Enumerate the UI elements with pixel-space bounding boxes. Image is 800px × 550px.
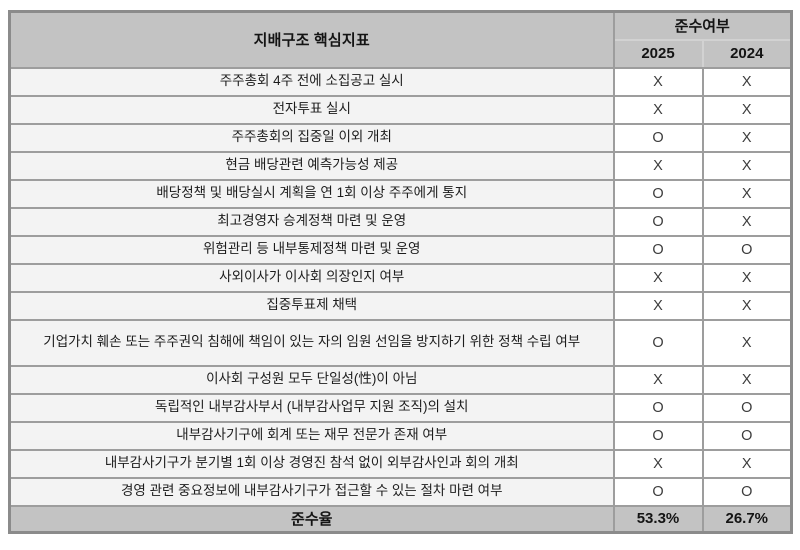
compliance-2025-cell: O bbox=[612, 476, 704, 507]
table-body: 주주총회 4주 전에 소집공고 실시 X X 전자투표 실시 X X 주주총회의… bbox=[8, 66, 793, 534]
compliance-2025-cell: X bbox=[612, 66, 704, 97]
table-row: 현금 배당관련 예측가능성 제공 X X bbox=[8, 150, 793, 181]
table-title: 지배구조 핵심지표 bbox=[8, 10, 615, 69]
compliance-2025-cell: O bbox=[612, 206, 704, 237]
compliance-2024-cell: X bbox=[701, 66, 793, 97]
table-row: 배당정책 및 배당실시 계획을 연 1회 이상 주주에게 통지 O X bbox=[8, 178, 793, 209]
compliance-2024-cell: O bbox=[701, 420, 793, 451]
compliance-2024-cell: O bbox=[701, 476, 793, 507]
compliance-rate-2025: 53.3% bbox=[612, 504, 704, 534]
compliance-2025-cell: O bbox=[612, 318, 704, 367]
indicator-label: 최고경영자 승계정책 마련 및 운영 bbox=[8, 206, 615, 237]
indicator-label: 배당정책 및 배당실시 계획을 연 1회 이상 주주에게 통지 bbox=[8, 178, 615, 209]
compliance-2025-cell: X bbox=[612, 262, 704, 293]
table-row: 경영 관련 중요정보에 내부감사기구가 접근할 수 있는 절차 마련 여부 O … bbox=[8, 476, 793, 507]
year-2024-header: 2024 bbox=[701, 38, 793, 69]
table-row: 내부감사기구가 분기별 1회 이상 경영진 참석 없이 외부감사인과 회의 개최… bbox=[8, 448, 793, 479]
table-row: 내부감사기구에 회계 또는 재무 전문가 존재 여부 O O bbox=[8, 420, 793, 451]
compliance-2024-cell: X bbox=[701, 178, 793, 209]
table-row: 주주총회 4주 전에 소집공고 실시 X X bbox=[8, 66, 793, 97]
compliance-2024-cell: X bbox=[701, 122, 793, 153]
indicator-label: 주주총회 4주 전에 소집공고 실시 bbox=[8, 66, 615, 97]
indicator-label: 이사회 구성원 모두 단일성(性)이 아님 bbox=[8, 364, 615, 395]
compliance-2025-cell: O bbox=[612, 234, 704, 265]
indicator-label: 독립적인 내부감사부서 (내부감사업무 지원 조직)의 설치 bbox=[8, 392, 615, 423]
indicator-label: 경영 관련 중요정보에 내부감사기구가 접근할 수 있는 절차 마련 여부 bbox=[8, 476, 615, 507]
governance-indicators-table: 지배구조 핵심지표 준수여부 2025 2024 주주총회 4주 전에 소집공고… bbox=[8, 10, 794, 534]
compliance-2025-cell: O bbox=[612, 178, 704, 209]
indicator-label: 내부감사기구가 분기별 1회 이상 경영진 참석 없이 외부감사인과 회의 개최 bbox=[8, 448, 615, 479]
compliance-2024-cell: X bbox=[701, 94, 793, 125]
indicator-label: 기업가치 훼손 또는 주주권익 침해에 책임이 있는 자의 임원 선임을 방지하… bbox=[8, 318, 615, 367]
table-row: 사외이사가 이사회 의장인지 여부 X X bbox=[8, 262, 793, 293]
table-row: 위험관리 등 내부통제정책 마련 및 운영 O O bbox=[8, 234, 793, 265]
table-row: 이사회 구성원 모두 단일성(性)이 아님 X X bbox=[8, 364, 793, 395]
indicator-label: 위험관리 등 내부통제정책 마련 및 운영 bbox=[8, 234, 615, 265]
compliance-rate-2024: 26.7% bbox=[701, 504, 793, 534]
compliance-2025-cell: X bbox=[612, 150, 704, 181]
compliance-2024-cell: X bbox=[701, 364, 793, 395]
compliance-2024-cell: X bbox=[701, 150, 793, 181]
compliance-2024-cell: X bbox=[701, 206, 793, 237]
table-row: 최고경영자 승계정책 마련 및 운영 O X bbox=[8, 206, 793, 237]
table-row: 전자투표 실시 X X bbox=[8, 94, 793, 125]
table-row: 독립적인 내부감사부서 (내부감사업무 지원 조직)의 설치 O O bbox=[8, 392, 793, 423]
indicator-label: 내부감사기구에 회계 또는 재무 전문가 존재 여부 bbox=[8, 420, 615, 451]
compliance-2024-cell: O bbox=[701, 392, 793, 423]
compliance-2025-cell: X bbox=[612, 448, 704, 479]
compliance-2025-cell: X bbox=[612, 290, 704, 321]
year-2025-header: 2025 bbox=[612, 38, 704, 69]
compliance-rate-label: 준수율 bbox=[8, 504, 615, 534]
compliance-2024-cell: X bbox=[701, 318, 793, 367]
indicator-label: 주주총회의 집중일 이외 개최 bbox=[8, 122, 615, 153]
compliance-2024-cell: O bbox=[701, 234, 793, 265]
table-header: 지배구조 핵심지표 준수여부 2025 2024 bbox=[8, 10, 793, 69]
compliance-2025-cell: O bbox=[612, 420, 704, 451]
compliance-2025-cell: X bbox=[612, 364, 704, 395]
table-row: 기업가치 훼손 또는 주주권익 침해에 책임이 있는 자의 임원 선임을 방지하… bbox=[8, 318, 793, 367]
indicator-label: 집중투표제 채택 bbox=[8, 290, 615, 321]
compliance-header: 준수여부 bbox=[612, 10, 793, 41]
compliance-2025-cell: O bbox=[612, 392, 704, 423]
indicator-label: 현금 배당관련 예측가능성 제공 bbox=[8, 150, 615, 181]
compliance-2024-cell: X bbox=[701, 290, 793, 321]
compliance-2024-cell: X bbox=[701, 448, 793, 479]
table-row: 주주총회의 집중일 이외 개최 O X bbox=[8, 122, 793, 153]
header-row-1: 지배구조 핵심지표 준수여부 bbox=[8, 10, 793, 69]
compliance-2025-cell: X bbox=[612, 94, 704, 125]
indicator-label: 전자투표 실시 bbox=[8, 94, 615, 125]
summary-row: 준수율 53.3% 26.7% bbox=[8, 504, 793, 534]
compliance-2024-cell: X bbox=[701, 262, 793, 293]
indicator-label: 사외이사가 이사회 의장인지 여부 bbox=[8, 262, 615, 293]
compliance-2025-cell: O bbox=[612, 122, 704, 153]
table-row: 집중투표제 채택 X X bbox=[8, 290, 793, 321]
header-row-2: 2025 2024 bbox=[10, 38, 793, 69]
